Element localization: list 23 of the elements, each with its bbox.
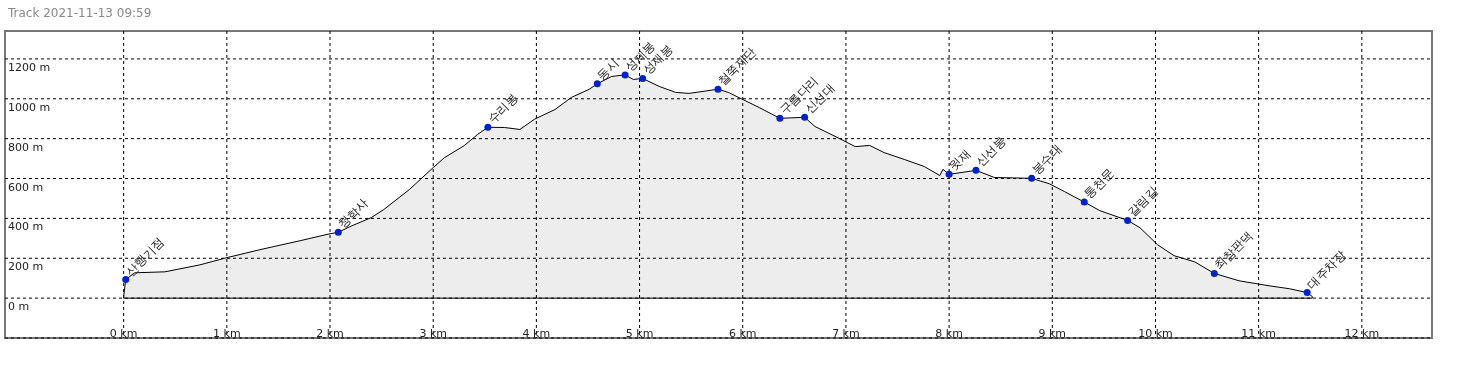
y-tick-label: 400 m <box>8 220 44 234</box>
x-tick-label: 0 km <box>109 327 138 340</box>
annotation: 동시 <box>594 56 622 83</box>
y-tick-label: 0 m <box>8 300 30 314</box>
y-tick-label: 1200 m <box>8 60 51 74</box>
x-tick-label: 6 km <box>728 327 757 340</box>
x-tick-label: 8 km <box>935 327 963 340</box>
x-tick-label: 1 km <box>213 327 241 340</box>
x-tick-label: 10 km <box>1138 327 1173 340</box>
annotation: 윗재 <box>946 146 974 174</box>
y-tick-label: 200 m <box>8 260 44 274</box>
x-tick-label: 7 km <box>832 327 860 340</box>
y-tick-label: 1000 m <box>8 100 51 114</box>
x-tick-label: 12 km <box>1344 327 1380 340</box>
x-tick-label: 11 km <box>1241 327 1276 340</box>
y-tick-label: 600 m <box>8 180 44 194</box>
x-tick-label: 2 km <box>316 327 344 340</box>
x-tick-label: 9 km <box>1038 327 1067 340</box>
y-tick-label: 800 m <box>8 140 44 154</box>
x-tick-label: 3 km <box>419 327 447 340</box>
chart-title: Track 2021-11-13 09:59 <box>7 6 152 20</box>
x-tick-label: 4 km <box>522 327 551 340</box>
x-tick-label: 5 km <box>625 327 654 340</box>
